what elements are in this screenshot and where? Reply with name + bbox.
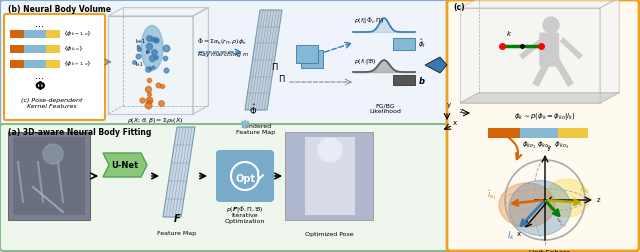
Circle shape: [318, 138, 342, 162]
Text: Feature Map: Feature Map: [157, 231, 196, 236]
Text: $p(f_i|\hat{\Phi}_i,\Pi)$: $p(f_i|\hat{\Phi}_i,\Pi)$: [354, 15, 384, 25]
Text: z: z: [597, 197, 600, 203]
Text: $\phi_{ko_1}$ $\phi_{ko_2}$  $\phi_{ko_3}$: $\phi_{ko_1}$ $\phi_{ko_2}$ $\phi_{ko_3}…: [522, 140, 568, 151]
FancyBboxPatch shape: [296, 45, 318, 63]
Text: y: y: [547, 145, 551, 151]
FancyBboxPatch shape: [0, 0, 450, 127]
Text: U-Net: U-Net: [111, 161, 139, 170]
FancyBboxPatch shape: [393, 38, 415, 50]
Ellipse shape: [141, 25, 163, 71]
Text: $\boldsymbol{F}$: $\boldsymbol{F}$: [173, 212, 181, 224]
Polygon shape: [193, 8, 209, 114]
FancyBboxPatch shape: [10, 30, 24, 38]
Text: Unit Sphere: Unit Sphere: [529, 250, 571, 252]
Text: $\hat{\phi}_i$: $\hat{\phi}_i$: [418, 38, 426, 50]
Text: $p(\boldsymbol{F}|\hat{\Phi},\Pi,\mathfrak{B})$: $p(\boldsymbol{F}|\hat{\Phi},\Pi,\mathfr…: [226, 204, 264, 215]
Polygon shape: [163, 127, 195, 217]
FancyBboxPatch shape: [301, 50, 323, 68]
FancyBboxPatch shape: [10, 60, 24, 68]
Text: (a) 3D-aware Neural Body Fitting: (a) 3D-aware Neural Body Fitting: [8, 128, 152, 137]
Text: y: y: [447, 102, 451, 108]
Text: Opt: Opt: [235, 174, 255, 184]
Text: k: k: [145, 50, 148, 55]
Text: FG/BG
Likelihood: FG/BG Likelihood: [369, 103, 401, 114]
Text: k+1: k+1: [135, 39, 145, 44]
Text: (c) Pose-dependent
Kernel Features: (c) Pose-dependent Kernel Features: [21, 98, 83, 109]
Polygon shape: [460, 0, 620, 8]
Text: Rendered
Feature Map: Rendered Feature Map: [236, 124, 276, 135]
Text: $\hat{\Phi} = \Sigma\alpha_k(r_\Pi,\rho)\phi_k$: $\hat{\Phi} = \Sigma\alpha_k(r_\Pi,\rho)…: [197, 36, 247, 47]
FancyBboxPatch shape: [46, 30, 60, 38]
Text: Ray marching $r_\Pi$: Ray marching $r_\Pi$: [197, 50, 250, 59]
FancyBboxPatch shape: [447, 0, 639, 251]
Circle shape: [43, 144, 63, 164]
FancyBboxPatch shape: [10, 45, 24, 53]
Text: $k$: $k$: [506, 29, 512, 38]
Text: x: x: [453, 120, 457, 126]
FancyBboxPatch shape: [24, 60, 46, 68]
Ellipse shape: [545, 179, 589, 217]
Text: (c): (c): [453, 3, 465, 12]
Text: z: z: [460, 108, 463, 114]
Polygon shape: [425, 57, 447, 73]
Polygon shape: [108, 16, 193, 114]
Text: Optimized Pose: Optimized Pose: [305, 232, 353, 237]
Text: $\boldsymbol{l_k}$: $\boldsymbol{l_k}$: [507, 229, 515, 241]
Text: $\{\phi_{k-1,o}\}$: $\{\phi_{k-1,o}\}$: [63, 30, 92, 38]
FancyBboxPatch shape: [4, 14, 105, 120]
Text: $\hat{l}_{o_1}$: $\hat{l}_{o_1}$: [487, 189, 496, 202]
Polygon shape: [108, 8, 209, 16]
Text: $\mathbf{\Phi}$: $\mathbf{\Phi}$: [34, 80, 46, 93]
FancyBboxPatch shape: [46, 45, 60, 53]
Text: $\Pi$: $\Pi$: [278, 73, 285, 84]
FancyBboxPatch shape: [13, 137, 85, 215]
Text: $\Pi$: $\Pi$: [271, 61, 278, 72]
FancyBboxPatch shape: [24, 30, 46, 38]
Polygon shape: [245, 10, 282, 110]
Text: ...: ...: [35, 71, 45, 81]
FancyBboxPatch shape: [285, 132, 373, 220]
Text: $\{\phi_{k+1,o}\}$: $\{\phi_{k+1,o}\}$: [63, 60, 92, 68]
Text: ...: ...: [35, 19, 45, 29]
Text: $\rho(X;\theta,\beta)=\Sigma\rho_k(X)$: $\rho(X;\theta,\beta)=\Sigma\rho_k(X)$: [127, 116, 183, 125]
FancyBboxPatch shape: [488, 128, 520, 138]
FancyBboxPatch shape: [0, 124, 450, 251]
Polygon shape: [460, 8, 600, 103]
Circle shape: [543, 17, 559, 33]
FancyBboxPatch shape: [558, 128, 588, 138]
Text: Iterative
Optimization: Iterative Optimization: [225, 213, 265, 224]
Polygon shape: [600, 0, 620, 103]
Ellipse shape: [509, 180, 571, 236]
FancyBboxPatch shape: [520, 128, 558, 138]
Ellipse shape: [499, 183, 555, 227]
Text: $\phi_k \sim p(\phi_k = \phi_{ko}|l_k)$: $\phi_k \sim p(\phi_k = \phi_{ko}|l_k)$: [514, 111, 576, 122]
Polygon shape: [103, 153, 147, 177]
FancyBboxPatch shape: [540, 33, 559, 67]
Text: $\{\phi_{k,o}\}$: $\{\phi_{k,o}\}$: [63, 45, 84, 53]
Text: $\boldsymbol{b}$: $\boldsymbol{b}$: [418, 75, 426, 85]
Text: $\hat{l}_{o_3}$: $\hat{l}_{o_3}$: [580, 183, 589, 196]
FancyBboxPatch shape: [216, 150, 274, 202]
FancyBboxPatch shape: [8, 132, 90, 220]
Polygon shape: [460, 92, 620, 103]
Text: $\hat{\Phi}$: $\hat{\Phi}$: [249, 103, 257, 117]
Text: x: x: [517, 231, 521, 237]
FancyBboxPatch shape: [393, 75, 415, 85]
Text: $\hat{l}_{o_2}$: $\hat{l}_{o_2}$: [559, 218, 567, 230]
Text: (b) Neural Body Volume: (b) Neural Body Volume: [8, 5, 111, 14]
Text: $p(f_{i'}|\mathfrak{B})$: $p(f_{i'}|\mathfrak{B})$: [354, 56, 376, 66]
FancyBboxPatch shape: [305, 137, 355, 215]
FancyBboxPatch shape: [24, 45, 46, 53]
FancyBboxPatch shape: [46, 60, 60, 68]
Text: k-1: k-1: [135, 62, 143, 67]
